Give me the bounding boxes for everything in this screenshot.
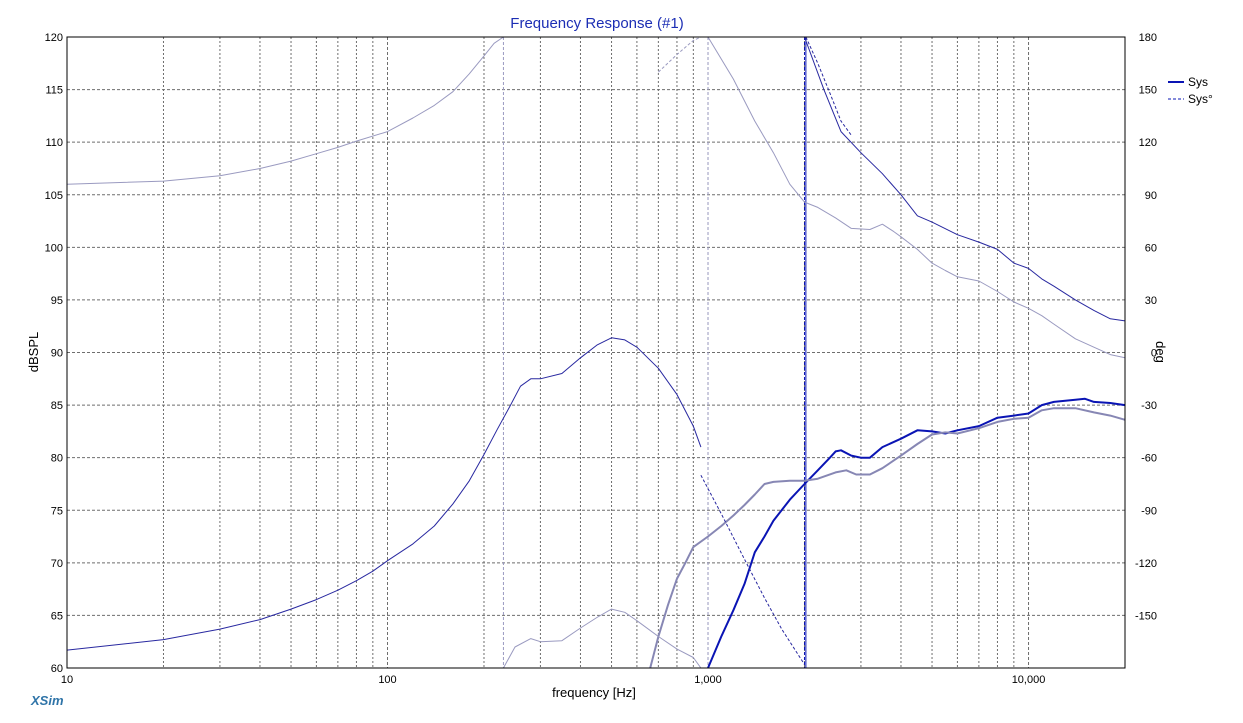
y-tick-label: 90 [51, 348, 63, 360]
y-tick-label: 100 [45, 242, 63, 254]
x-tick-label: 10 [61, 674, 73, 686]
y-right-tick-label: 30 [1145, 295, 1157, 307]
series-line-spl [707, 36, 1126, 359]
y-tick-label: 85 [51, 400, 63, 412]
y-axis-label: dBSPL [26, 332, 41, 372]
y-tick-label: 80 [51, 453, 63, 465]
y-tick-label: 110 [45, 137, 63, 149]
y-tick-label: 95 [51, 295, 63, 307]
series-line-spl [502, 608, 702, 669]
y-tick-label: 60 [51, 663, 63, 675]
x-tick-label: 1,000 [694, 674, 722, 686]
x-tick-label: 100 [378, 674, 396, 686]
series-line-spl [804, 36, 1126, 322]
y-right-tick-label: 120 [1139, 137, 1157, 149]
x-axis-label: frequency [Hz] [552, 685, 636, 700]
plot-frame [66, 36, 1126, 669]
grid [67, 37, 1125, 668]
series-line-spl [66, 337, 702, 651]
y-right-tick-label: 60 [1145, 242, 1157, 254]
x-tick-label: 10,000 [1012, 674, 1046, 686]
y-tick-label: 115 [45, 85, 63, 97]
series-line-spl [66, 36, 504, 185]
y-tick-label: 120 [45, 32, 63, 44]
y-right-tick-label: -150 [1135, 610, 1157, 622]
y-right-tick-label: 90 [1145, 190, 1157, 202]
legend-label: Sys° [1188, 92, 1213, 106]
y-tick-label: 65 [51, 610, 63, 622]
legend: Sys Sys° [1168, 75, 1213, 106]
y-tick-label: 105 [45, 190, 63, 202]
y-right-tick-label: -90 [1141, 505, 1157, 517]
series-line-phase [805, 36, 852, 136]
series-line-spl [649, 407, 1126, 669]
y-right-tick-label: -120 [1135, 558, 1157, 570]
brand-label: XSim [30, 693, 64, 708]
series-line-phase [658, 36, 702, 73]
legend-label: Sys [1188, 75, 1208, 89]
y-axis-right-label: deg [1153, 341, 1168, 363]
y-tick-label: 70 [51, 558, 63, 570]
marker-lines [502, 37, 807, 668]
y-right-tick-label: 0 [1151, 348, 1157, 360]
series-line-spl [707, 397, 1126, 669]
y-right-tick-label: 150 [1139, 85, 1157, 97]
series-line-phase [700, 474, 805, 665]
y-right-tick-label: -60 [1141, 453, 1157, 465]
tick-labels: 10 100 1,000 10,000 60 65 70 75 80 85 90 95 100 105 11… [45, 32, 1157, 686]
y-right-tick-label: -30 [1141, 400, 1157, 412]
y-tick-label: 75 [51, 505, 63, 517]
chart-title: Frequency Response (#1) [510, 15, 683, 32]
y-right-tick-label: 180 [1139, 32, 1157, 44]
series-group [66, 36, 1126, 669]
